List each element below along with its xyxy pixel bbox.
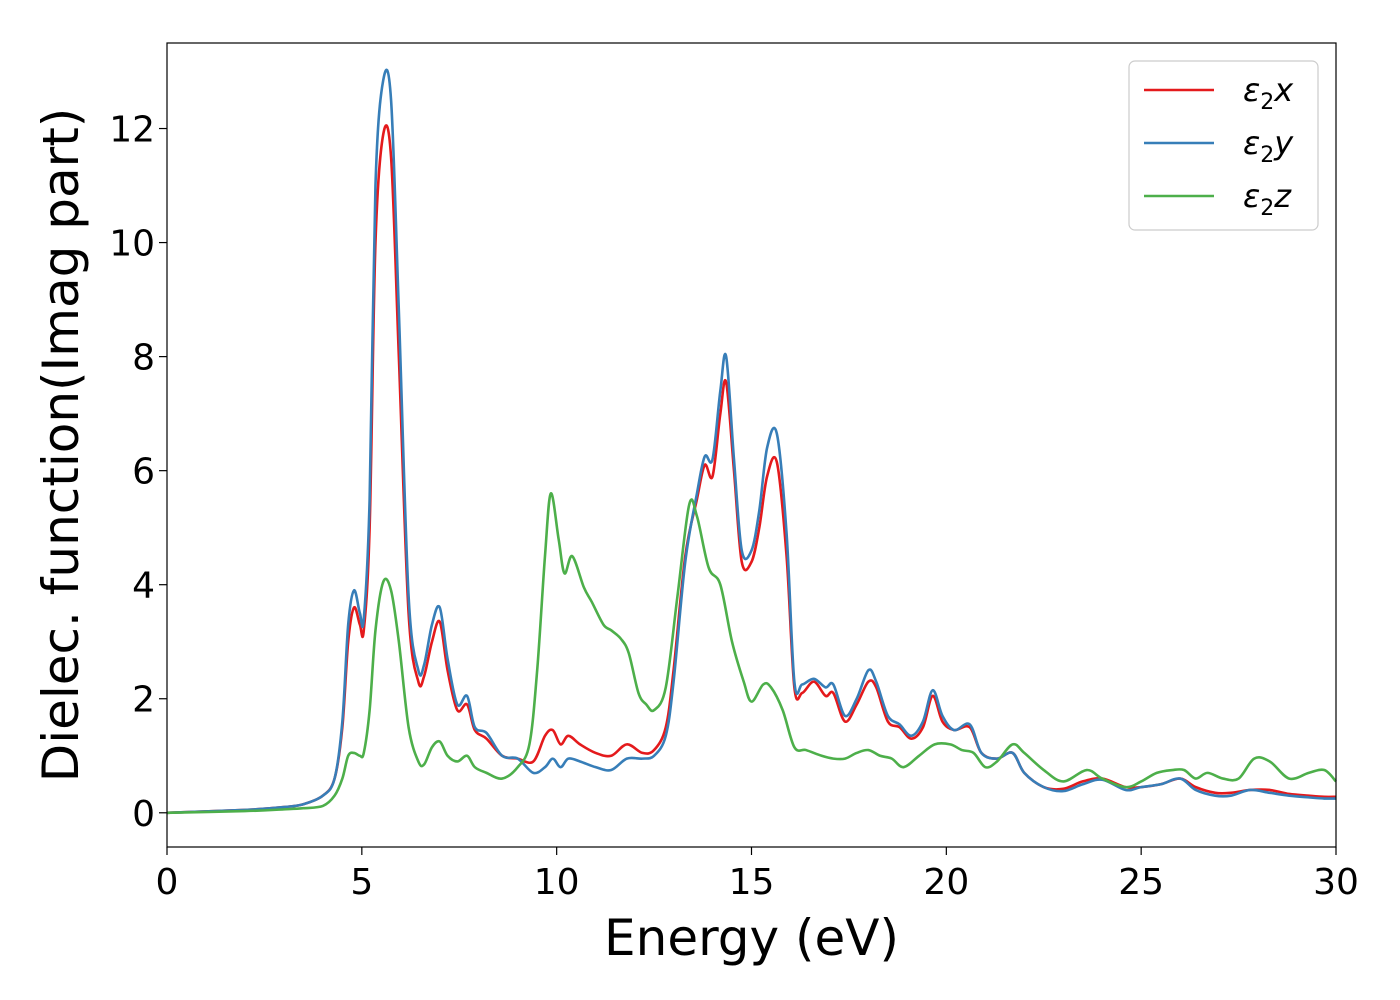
x-tick-label: 25 — [1118, 862, 1164, 903]
legend-label-z: ε2z — [1243, 177, 1292, 221]
y-tick-label: 4 — [132, 566, 155, 607]
legend-label-y: ε2y — [1243, 124, 1294, 168]
series-line-z — [166, 492, 1337, 815]
y-tick-label: 12 — [109, 110, 155, 151]
x-tick-label: 20 — [923, 862, 969, 903]
series-line-y — [166, 68, 1337, 815]
y-tick-label: 6 — [132, 452, 155, 493]
x-tick-label: 5 — [350, 862, 373, 903]
y-tick-label: 8 — [132, 338, 155, 379]
y-tick-label: 0 — [132, 794, 155, 835]
legend-box — [1128, 60, 1319, 231]
x-tick-label: 0 — [156, 862, 179, 903]
x-tick-label: 30 — [1313, 862, 1359, 903]
y-axis: 0 2 4 6 8 10 12 — [109, 110, 167, 835]
y-axis-title: Dielec. function(Imag part) — [32, 108, 90, 783]
legend: ε2x ε2y ε2z — [1128, 60, 1319, 231]
series-layer — [166, 68, 1337, 815]
x-axis-title: Energy (eV) — [604, 909, 899, 967]
x-tick-label: 15 — [729, 862, 775, 903]
x-axis: 0 5 10 15 20 25 30 — [156, 847, 1359, 903]
x-tick-label: 10 — [534, 862, 580, 903]
legend-label-x: ε2x — [1243, 71, 1294, 115]
y-tick-label: 10 — [109, 224, 155, 265]
y-tick-label: 2 — [132, 680, 155, 721]
